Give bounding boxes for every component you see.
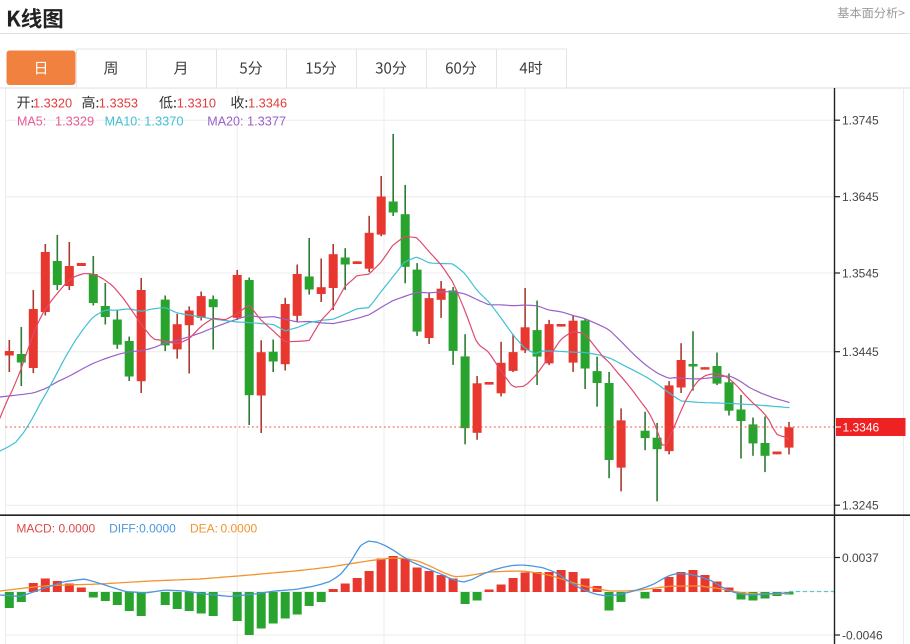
svg-text:1.3545: 1.3545: [842, 266, 879, 280]
svg-text:1.3329: 1.3329: [55, 114, 94, 129]
svg-text:-0.0046: -0.0046: [842, 628, 883, 642]
svg-text:1.3245: 1.3245: [842, 499, 879, 513]
svg-text:1.3310: 1.3310: [177, 96, 216, 111]
svg-text:MA5:: MA5:: [17, 115, 46, 129]
svg-text:1.3377: 1.3377: [247, 114, 286, 129]
svg-text:MA10:: MA10:: [105, 115, 141, 129]
svg-text:0.0037: 0.0037: [842, 551, 879, 565]
svg-text:1.3645: 1.3645: [842, 190, 879, 204]
svg-text:DEA:: DEA:: [190, 522, 218, 536]
svg-text:1.3346: 1.3346: [843, 421, 880, 435]
svg-text:0.0000: 0.0000: [139, 522, 176, 536]
svg-text:1.3370: 1.3370: [144, 114, 183, 129]
svg-text:MACD:: MACD:: [16, 522, 55, 536]
svg-text:MA20:: MA20:: [207, 115, 243, 129]
svg-text:DIFF:: DIFF:: [109, 522, 139, 536]
svg-text:0.0000: 0.0000: [59, 522, 96, 536]
svg-text:1.3320: 1.3320: [33, 96, 72, 111]
svg-text:1.3745: 1.3745: [842, 114, 879, 128]
svg-text:0.0000: 0.0000: [221, 522, 258, 536]
svg-text:1.3346: 1.3346: [248, 96, 287, 111]
svg-text:1.3445: 1.3445: [842, 345, 879, 359]
svg-text:1.3353: 1.3353: [99, 96, 138, 111]
